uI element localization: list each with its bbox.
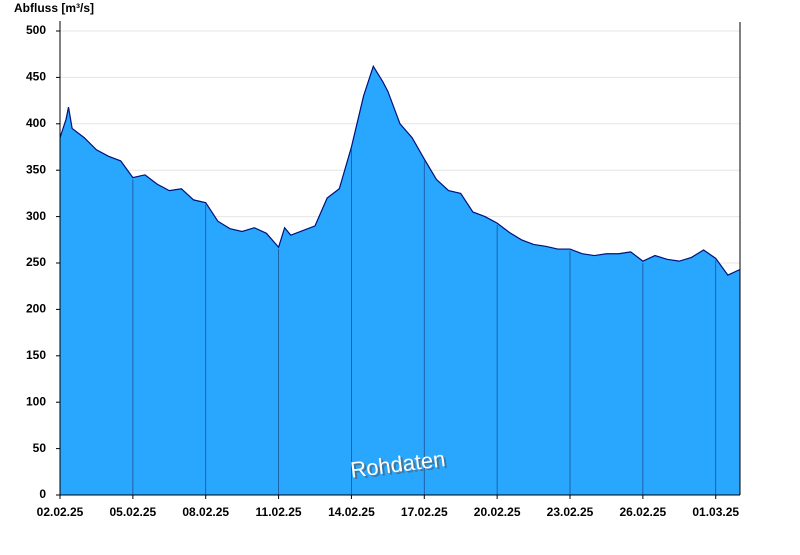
y-tick-label: 450 — [26, 70, 46, 84]
x-tick-label: 05.02.25 — [109, 505, 156, 519]
x-tick-label: 17.02.25 — [401, 505, 448, 519]
x-tick-label: 02.02.25 — [37, 505, 84, 519]
y-tick-label: 200 — [26, 302, 46, 316]
x-tick-label: 20.02.25 — [474, 505, 521, 519]
y-tick-label: 500 — [26, 23, 46, 37]
y-tick-label: 300 — [26, 209, 46, 223]
x-tick-label: 14.02.25 — [328, 505, 375, 519]
y-tick-label: 50 — [33, 441, 47, 455]
area — [60, 66, 740, 495]
x-tick-label: 23.02.25 — [547, 505, 594, 519]
y-tick-label: 100 — [26, 394, 46, 408]
y-tick-label: 250 — [26, 255, 46, 269]
y-tick-label: 150 — [26, 348, 46, 362]
x-tick-label: 01.03.25 — [692, 505, 739, 519]
y-axis-label: Abfluss [m³/s] — [14, 1, 94, 15]
x-tick-label: 26.02.25 — [619, 505, 666, 519]
y-tick-label: 0 — [39, 487, 46, 501]
x-tick-label: 11.02.25 — [256, 505, 302, 519]
y-tick-label: 350 — [26, 162, 46, 176]
line — [59, 64, 741, 276]
y-tick-label: 400 — [26, 116, 46, 130]
x-tick-label: 08.02.25 — [182, 505, 229, 519]
